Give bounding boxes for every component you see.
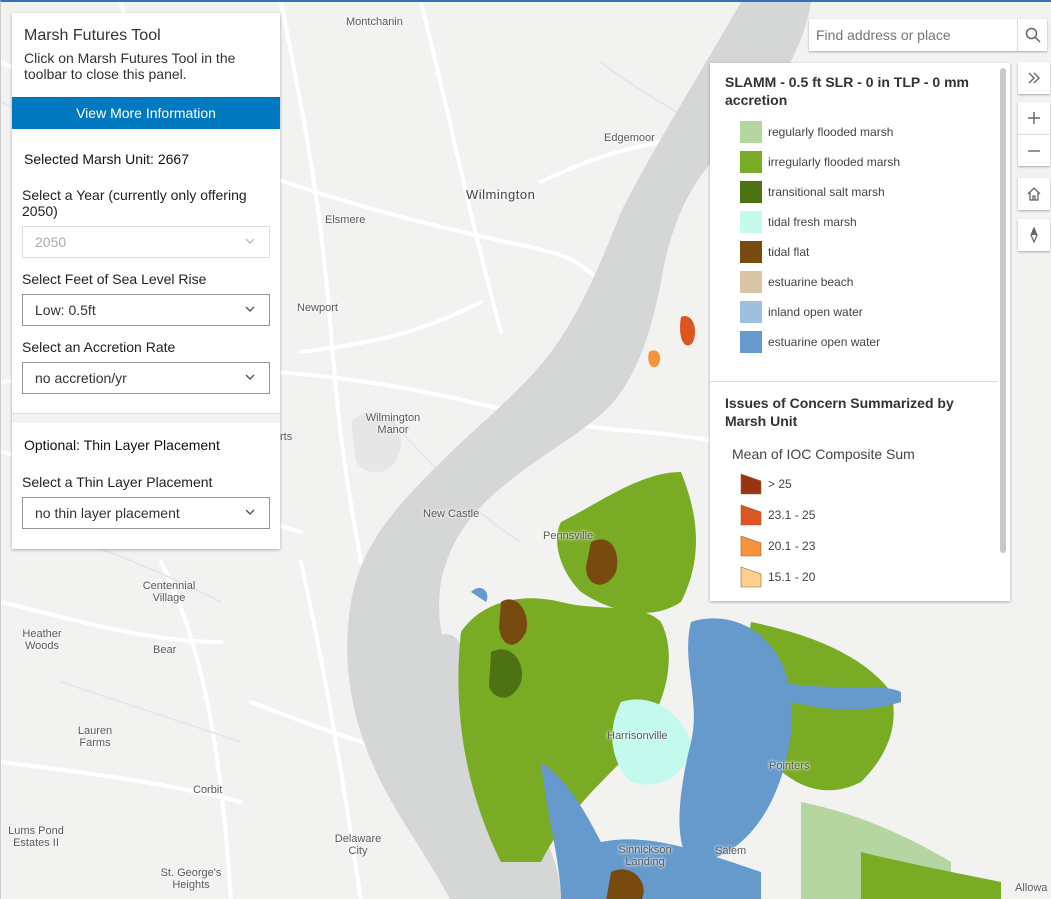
slr-select-value: Low: 0.5ft (35, 302, 96, 318)
ioc-legend-swatch (740, 566, 762, 588)
year-select: 2050 (22, 226, 270, 258)
optional-tlp-title: Optional: Thin Layer Placement (24, 437, 220, 453)
slamm-legend-swatch (740, 271, 762, 293)
plus-icon (1028, 112, 1040, 124)
map-label-harrisonville: Harrisonville (607, 730, 668, 742)
map-label-edgemoor: Edgemoor (604, 132, 655, 144)
year-select-value: 2050 (35, 234, 67, 250)
map-label-wilmington-manor: Wilmington Manor (365, 412, 421, 436)
slamm-legend-swatch (740, 211, 762, 233)
slamm-legend-label: tidal flat (768, 245, 810, 259)
home-button[interactable] (1018, 178, 1050, 210)
map-label-elsmere: Elsmere (325, 214, 366, 226)
minus-icon (1028, 150, 1040, 152)
slamm-legend-swatch (740, 331, 762, 353)
compass-icon (1030, 227, 1038, 243)
tlp-select[interactable]: no thin layer placement (22, 497, 270, 529)
zoom-in-button[interactable] (1018, 102, 1050, 134)
double-chevron-right-icon (1028, 72, 1040, 84)
home-icon (1027, 187, 1041, 201)
map-label-lauren-farms: Lauren Farms (77, 725, 113, 749)
slamm-legend-title: SLAMM - 0.5 ft SLR - 0 in TLP - 0 mm acc… (725, 74, 969, 108)
accretion-label: Select an Accretion Rate (22, 339, 176, 355)
ioc-legend-swatch (740, 535, 762, 557)
map-label-pointers: Pointers (769, 760, 810, 772)
ioc-legend-swatch (740, 473, 762, 495)
compass-button[interactable] (1018, 219, 1050, 251)
panel-title: Marsh Futures Tool (24, 27, 161, 44)
ioc-legend-label: 15.1 - 20 (768, 570, 816, 584)
chevron-down-icon (245, 306, 255, 312)
map-label-sinnickson-landing: Sinnickson Landing (618, 844, 672, 868)
legend-divider (710, 381, 998, 382)
map-label-montchanin: Montchanin (346, 16, 403, 28)
map-label-newport: Newport (297, 302, 338, 314)
view-more-info-button[interactable]: View More Information (12, 97, 280, 129)
ioc-legend-swatch (740, 504, 762, 526)
search-widget (809, 19, 1047, 51)
collapse-toolbar-button[interactable] (1018, 62, 1050, 94)
map-label-st-georges-heights: St. George's Heights (160, 867, 222, 891)
slamm-legend-swatch (740, 301, 762, 323)
slamm-legend-label: transitional salt marsh (768, 185, 885, 199)
map-label-salem: Salem (715, 845, 747, 857)
map-label-pennsville: Pennsville (543, 530, 594, 542)
tlp-select-value: no thin layer placement (35, 505, 180, 521)
zoom-out-button[interactable] (1018, 134, 1050, 166)
search-input[interactable] (809, 19, 1017, 51)
ioc-legend-label: > 25 (768, 477, 792, 491)
slamm-legend-swatch (740, 151, 762, 173)
map-label-new-castle: New Castle (423, 508, 480, 520)
map-label-corbit: Corbit (193, 784, 223, 796)
map-label-wilmington: Wilmington (466, 187, 536, 202)
slamm-legend-label: tidal fresh marsh (768, 215, 857, 229)
slamm-legend-label: estuarine open water (768, 335, 881, 349)
map-label-heather-woods: Heather Woods (22, 628, 62, 652)
chevron-down-icon (245, 238, 255, 244)
slamm-legend-label: regularly flooded marsh (768, 125, 894, 139)
ioc-legend-label: 20.1 - 23 (768, 539, 816, 553)
ioc-legend-subtitle: Mean of IOC Composite Sum (732, 446, 915, 462)
selected-marsh-unit: Selected Marsh Unit: 2667 (24, 151, 189, 167)
slr-select[interactable]: Low: 0.5ft (22, 294, 270, 326)
map-label-allowa: Allowa (1015, 882, 1048, 894)
search-button[interactable] (1017, 19, 1047, 51)
chevron-down-icon (245, 374, 255, 380)
slamm-legend-label: inland open water (768, 305, 863, 319)
slr-label: Select Feet of Sea Level Rise (22, 271, 207, 287)
slamm-legend-swatch (740, 121, 762, 143)
legend-panel: SLAMM - 0.5 ft SLR - 0 in TLP - 0 mm acc… (710, 63, 1010, 601)
slamm-legend-swatch (740, 241, 762, 263)
tlp-label: Select a Thin Layer Placement (22, 474, 213, 490)
slamm-legend-label: estuarine beach (768, 275, 854, 289)
map-label-delaware-city: Delaware City (334, 833, 382, 857)
ioc-legend-label: 23.1 - 25 (768, 508, 816, 522)
chevron-down-icon (245, 509, 255, 515)
panel-divider (12, 413, 280, 423)
year-label: Select a Year (currently only offering 2… (22, 187, 247, 219)
slamm-legend-swatch (740, 181, 762, 203)
accretion-select-value: no accretion/yr (35, 370, 127, 386)
accretion-select[interactable]: no accretion/yr (22, 362, 270, 394)
map-label-centennial-village: Centennial Village (142, 580, 196, 604)
legend-scrollbar[interactable] (1000, 68, 1006, 553)
panel-subtitle: Click on Marsh Futures Tool in the toolb… (24, 50, 236, 82)
map-label-partial: rts (280, 431, 293, 443)
map-label-lums-pond-estates: Lums Pond Estates II (8, 825, 64, 849)
search-icon (1025, 27, 1041, 43)
slamm-legend-label: irregularly flooded marsh (768, 155, 901, 169)
map-label-bear: Bear (153, 644, 177, 656)
ioc-legend-title: Issues of Concern Summarized by Marsh Un… (725, 395, 954, 429)
marsh-futures-panel: Marsh Futures Tool Click on Marsh Future… (12, 13, 280, 549)
